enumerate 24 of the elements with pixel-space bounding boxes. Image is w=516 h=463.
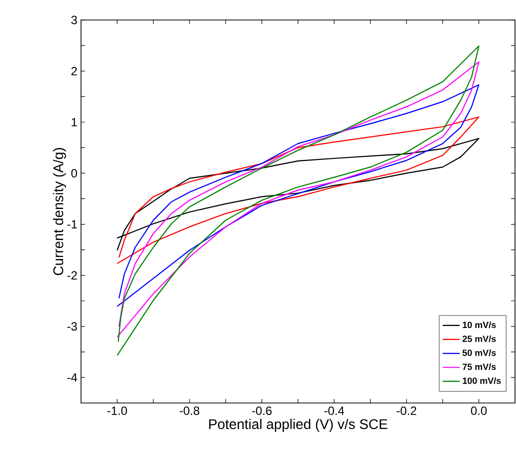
x-tick-label: -0.6 xyxy=(252,406,272,415)
y-tick-label: -3 xyxy=(67,322,77,331)
legend-label: 75 mV/s xyxy=(462,363,496,370)
y-tick-label: -4 xyxy=(67,373,78,382)
legend-label: 100 mV/s xyxy=(462,377,501,384)
x-tick-label: -0.2 xyxy=(396,406,416,415)
x-tick-label: -0.4 xyxy=(324,406,344,415)
y-tick-label: 1 xyxy=(72,118,77,126)
y-axis-title: Current density (A/g) xyxy=(52,148,66,276)
x-tick-label: -0.8 xyxy=(180,406,200,415)
line-series xyxy=(116,84,480,308)
legend-label: 50 mV/s xyxy=(462,349,496,356)
legend-label: 10 mV/s xyxy=(462,321,496,328)
y-tick-label: 0 xyxy=(71,168,78,178)
y-tick-label: -2 xyxy=(67,271,77,280)
x-axis-title: Potential applied (V) v/s SCE xyxy=(209,418,388,432)
y-tick-label: 2 xyxy=(71,66,77,76)
line-series xyxy=(116,116,480,264)
x-tick-label: -1.0 xyxy=(107,406,128,415)
x-tick-label: 0.0 xyxy=(470,406,487,415)
y-tick-label: -1 xyxy=(67,220,77,228)
legend-label: 25 mV/s xyxy=(462,335,496,342)
y-tick-label: 3 xyxy=(71,16,77,24)
line-series xyxy=(116,138,480,251)
